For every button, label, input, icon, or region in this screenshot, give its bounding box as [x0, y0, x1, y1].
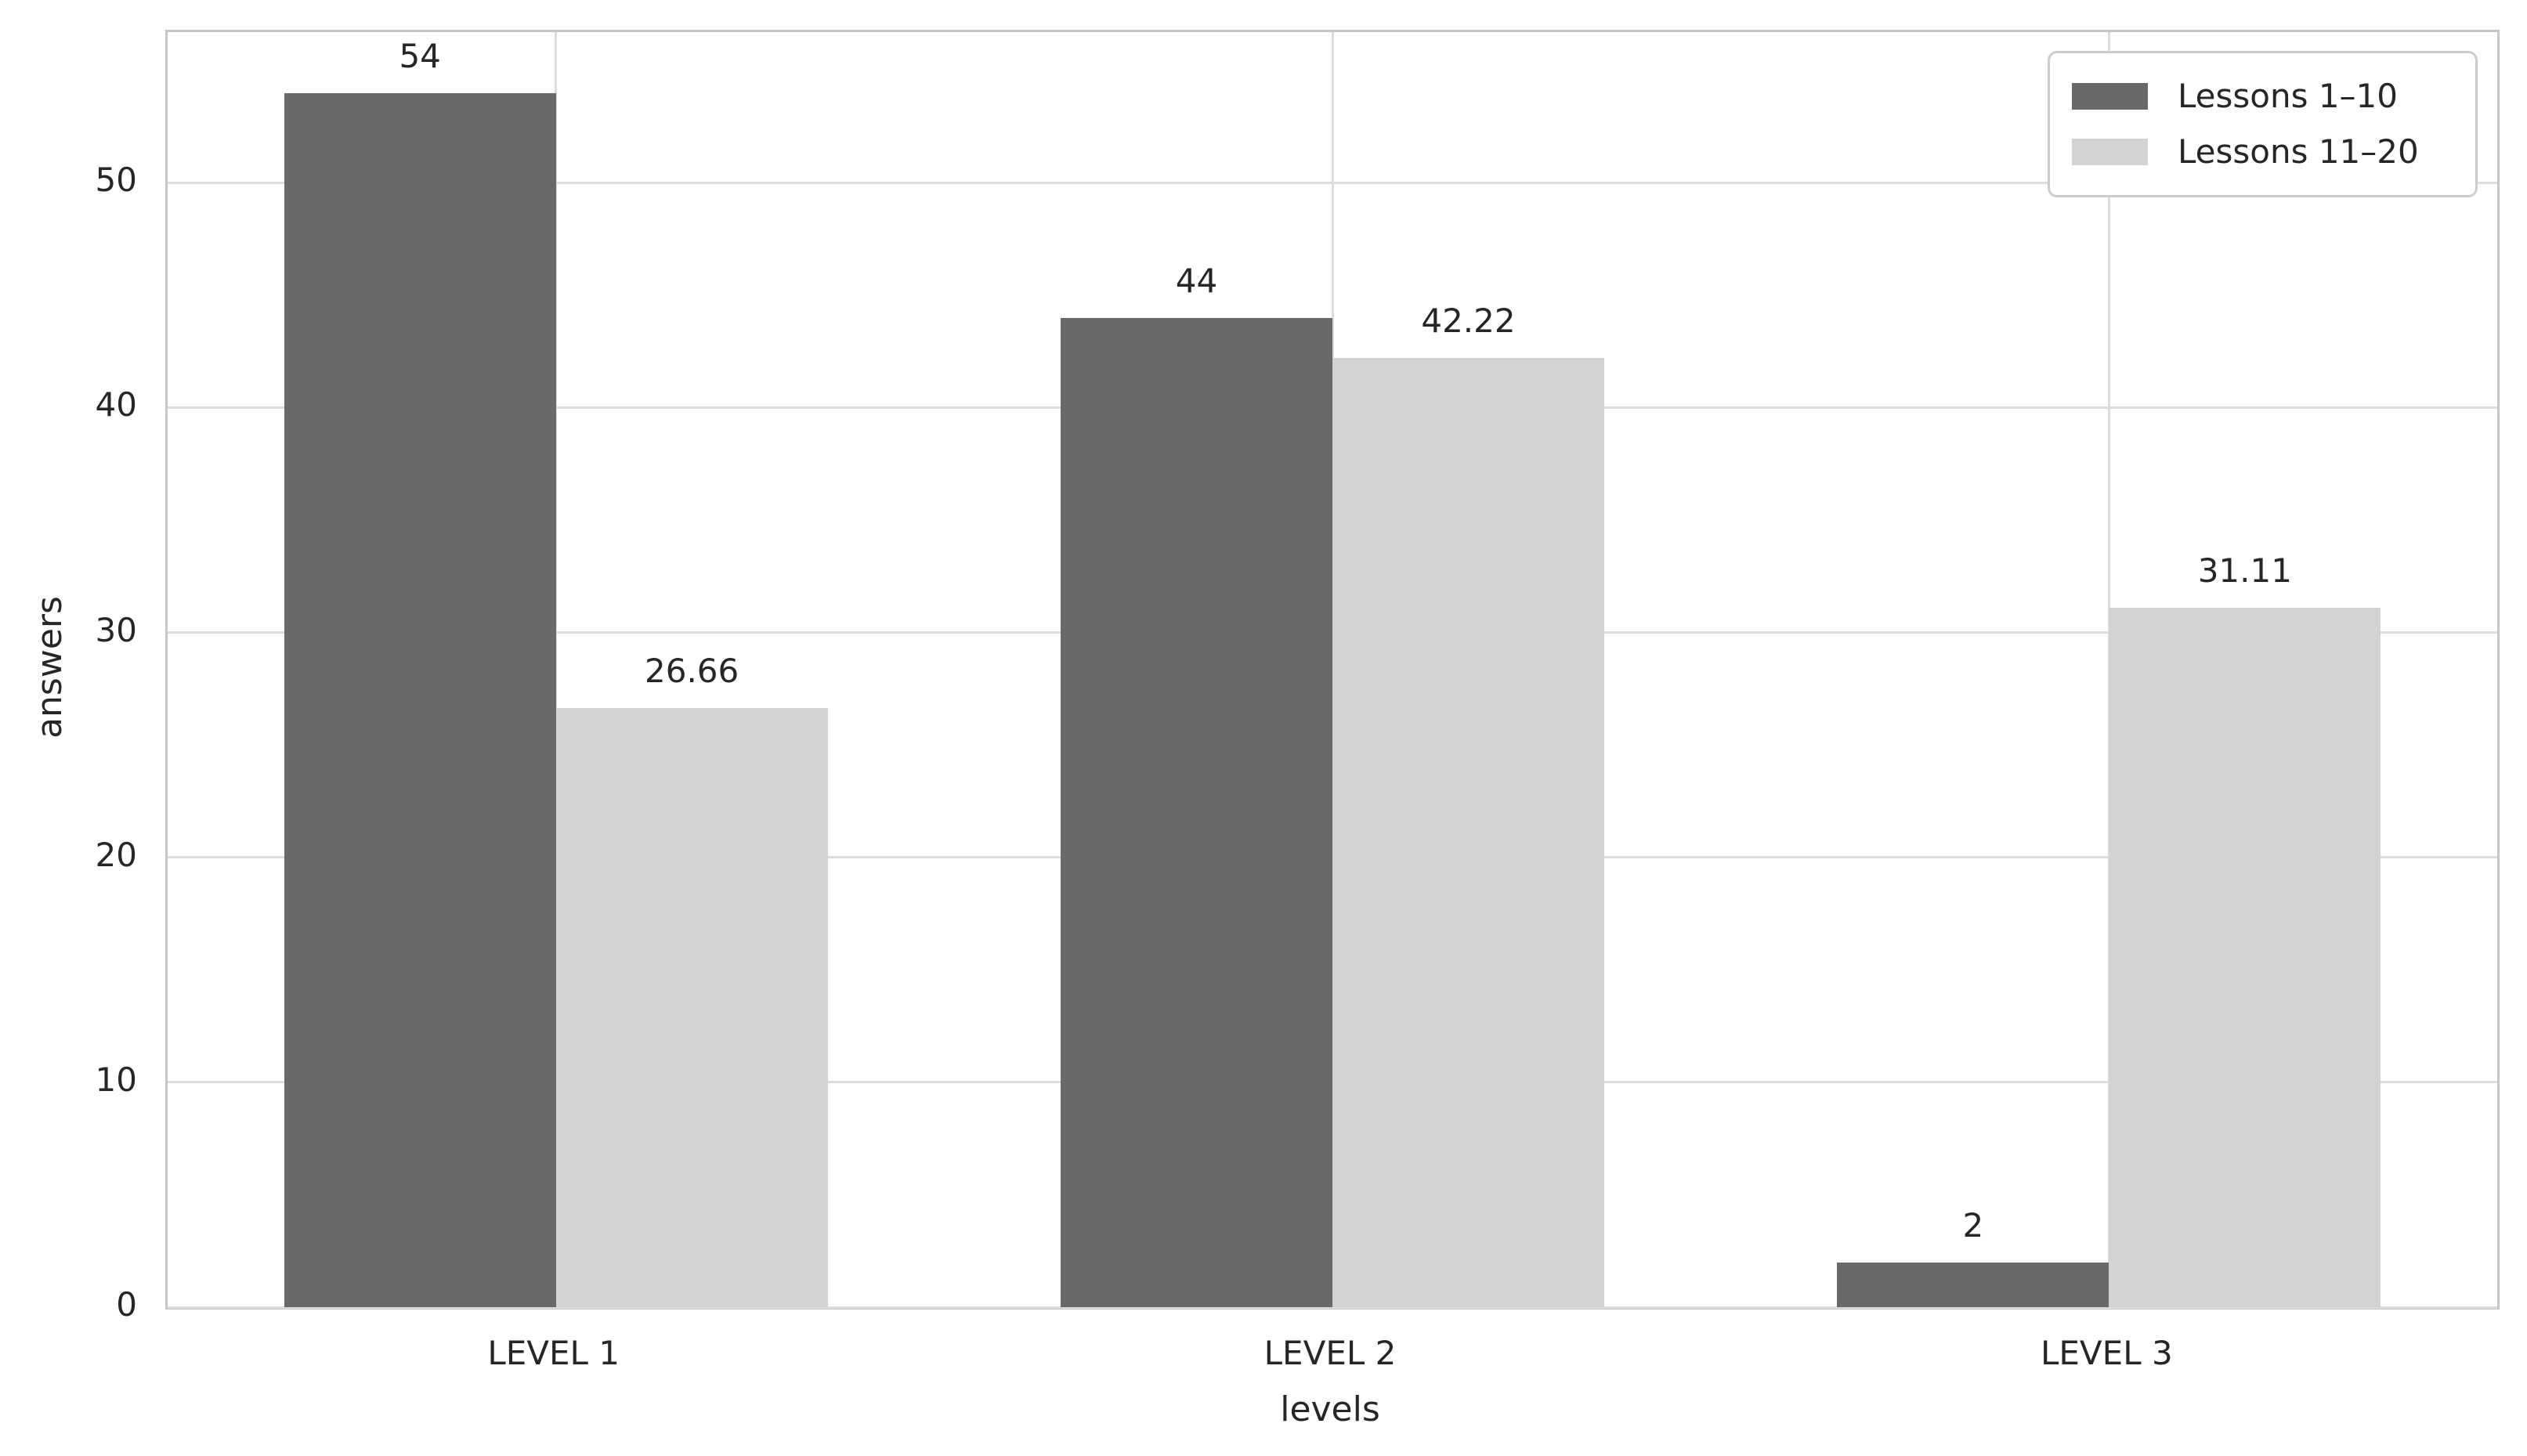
bar-level-3-lessons-1-10 [1837, 1262, 2109, 1307]
x-tick-label: LEVEL 1 [487, 1334, 620, 1372]
x-tick-label: LEVEL 2 [1264, 1334, 1397, 1372]
y-tick-label: 30 [95, 610, 137, 649]
bar-level-1-lessons-11-20 [555, 707, 828, 1307]
bar-level-2-lessons-1-10 [1061, 317, 1332, 1307]
legend-item-lessons-1-10: Lessons 1–10 [2072, 77, 2475, 116]
bar-level-1-lessons-1-10 [284, 92, 556, 1307]
x-tick-label: LEVEL 3 [2040, 1334, 2173, 1372]
y-tick-label: 0 [116, 1285, 137, 1324]
gridline-vertical [555, 32, 558, 1307]
y-tick-label: 50 [95, 161, 137, 200]
legend-item-lessons-11-20: Lessons 11–20 [2072, 132, 2475, 172]
bar-value-label: 54 [399, 36, 441, 75]
bar-level-2-lessons-11-20 [1332, 357, 1604, 1307]
legend-label: Lessons 11–20 [2178, 132, 2419, 172]
x-axis-label: levels [1280, 1389, 1380, 1429]
bar-value-label: 42.22 [1421, 301, 1516, 340]
legend-swatch-lessons-1-10 [2072, 82, 2148, 110]
legend: Lessons 1–10 Lessons 11–20 [2048, 51, 2478, 197]
y-tick-label: 20 [95, 835, 137, 874]
legend-label: Lessons 1–10 [2178, 76, 2398, 115]
y-axis-label: answers [30, 596, 70, 739]
legend-swatch-lessons-11-20 [2072, 139, 2148, 166]
y-tick-label: 40 [95, 385, 137, 425]
y-tick-label: 10 [95, 1060, 137, 1099]
bar-level-3-lessons-11-20 [2109, 607, 2381, 1307]
plot-area: 54 44 2 26.66 42.22 31.11 [165, 30, 2500, 1310]
bar-value-label: 31.11 [2197, 551, 2292, 590]
gridline-horizontal [168, 1306, 2497, 1309]
bar-value-label: 26.66 [645, 651, 739, 690]
bar-value-label: 44 [1175, 261, 1218, 300]
bar-value-label: 2 [1962, 1205, 1984, 1245]
